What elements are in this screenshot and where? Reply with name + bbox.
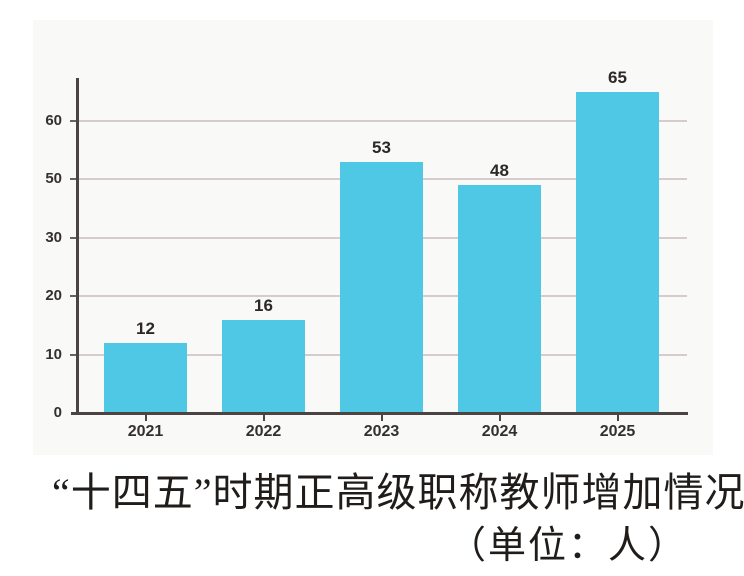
x-axis-tick-label: 2021 [127,423,164,440]
x-axis-tick [380,415,383,421]
bar-value-label: 16 [254,295,273,315]
x-axis-tick [498,415,501,421]
bar-2024 [458,185,541,413]
y-axis-line [76,78,79,415]
y-axis-tick [70,295,78,298]
x-axis-tick [144,415,147,421]
bar-value-label: 48 [490,161,509,181]
bar-value-label: 53 [372,137,391,157]
y-axis-tick-label: 0 [53,404,62,421]
y-axis-tick-label: 30 [45,228,62,246]
x-axis-tick [616,415,619,421]
bar-value-label: 65 [608,67,627,87]
bar-2022 [222,319,305,413]
x-axis-tick-label: 2022 [245,423,282,440]
y-axis-tick-label: 50 [45,170,62,188]
y-axis-tick-label: 60 [45,112,62,129]
bar-2023 [340,161,423,413]
bar-2025 [576,91,659,413]
x-axis-tick [262,415,265,421]
bar-value-label: 12 [136,318,155,338]
gridline [78,120,687,122]
x-axis-tick-label: 2023 [363,423,400,440]
y-axis-tick-label: 10 [45,345,62,363]
x-axis-tick-label: 2025 [599,423,636,440]
y-axis-tick [70,178,78,181]
y-axis-tick-label: 20 [45,287,62,305]
y-axis-tick [70,353,78,356]
x-axis-line [71,412,688,415]
y-axis-tick [70,236,78,239]
x-axis-tick-label: 2024 [481,423,518,440]
bar-2021 [104,342,187,413]
y-axis-tick [70,120,78,122]
